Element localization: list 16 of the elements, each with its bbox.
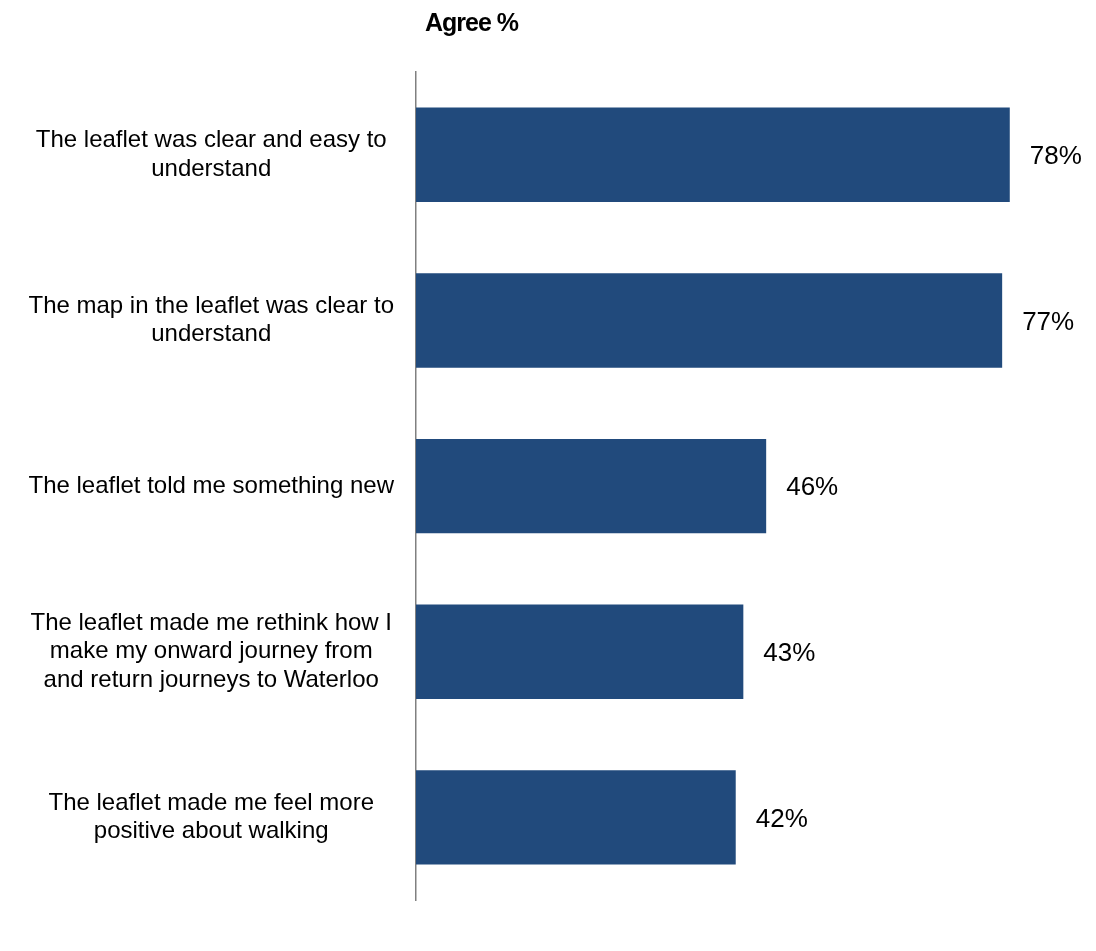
data-label: 42% xyxy=(755,802,808,833)
data-label: 78% xyxy=(1029,139,1082,170)
bar xyxy=(416,438,767,534)
y-tick-label: The leaflet made me feel more positive about walking xyxy=(48,787,374,844)
chart-title: Agree % xyxy=(425,8,519,37)
data-label: 77% xyxy=(1022,305,1075,336)
y-tick-label: The leaflet was clear and easy to understand xyxy=(35,125,387,181)
bar xyxy=(416,273,1003,368)
bar xyxy=(416,107,1010,203)
data-label: 43% xyxy=(763,636,816,667)
bar xyxy=(416,770,736,865)
y-tick-label: The leaflet made me rethink how I make my onward journey from and return journeys to Waterloo xyxy=(30,607,392,693)
bar xyxy=(416,604,744,699)
y-tick-label: The map in the leaflet was clear to understand xyxy=(28,290,394,347)
y-tick-label: The leaflet told me something new xyxy=(28,470,395,498)
data-label: 46% xyxy=(786,471,839,502)
